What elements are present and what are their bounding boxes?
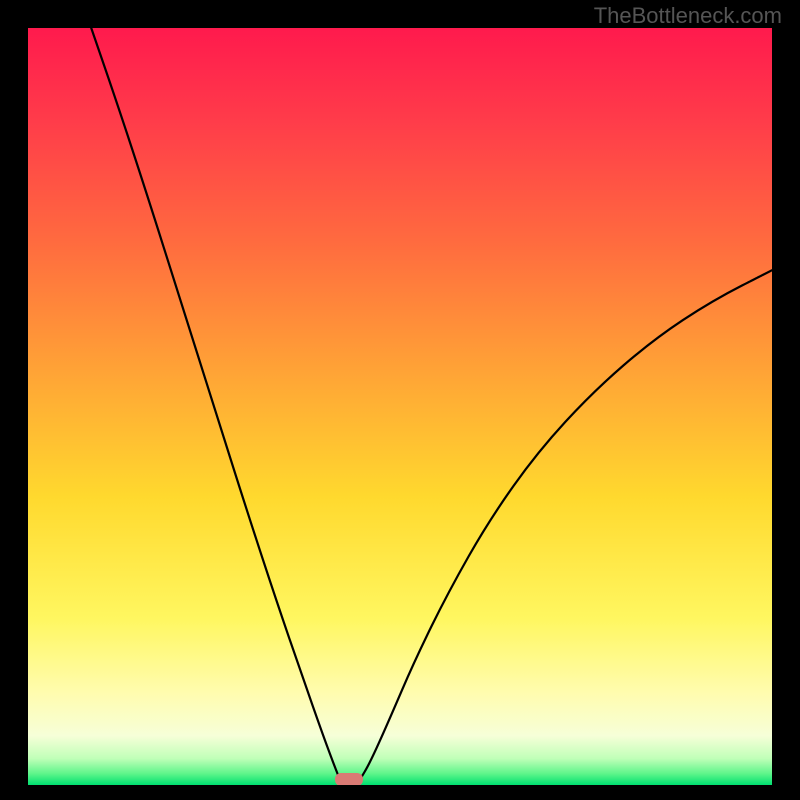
curve-left-branch [91, 28, 340, 781]
minimum-marker [335, 773, 363, 785]
curve-right-branch [359, 270, 772, 781]
bottleneck-curve [28, 28, 772, 785]
plot-area [28, 28, 772, 785]
watermark-text: TheBottleneck.com [594, 3, 782, 29]
